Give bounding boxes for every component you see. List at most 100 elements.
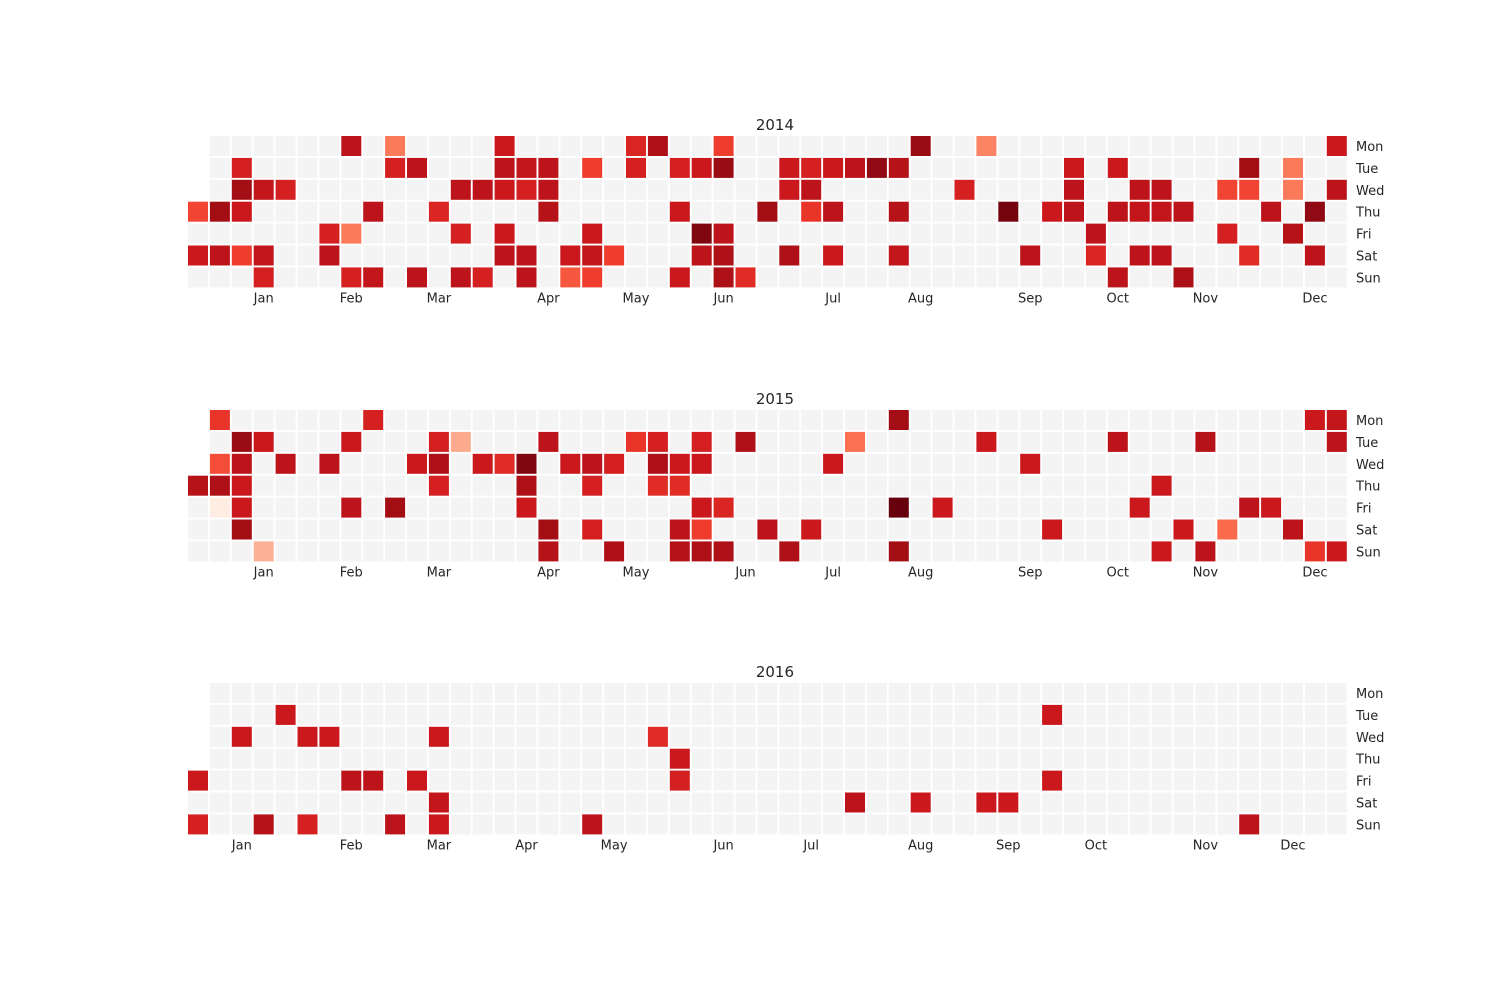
- empty-cell: [253, 726, 274, 747]
- empty-cell: [428, 704, 449, 725]
- heatmap-cell: [188, 770, 208, 791]
- heatmap-cell: [538, 431, 559, 452]
- heatmap-cell: [231, 726, 252, 747]
- empty-cell: [976, 475, 997, 496]
- year-title: 2014: [756, 116, 794, 134]
- empty-cell: [1085, 267, 1106, 288]
- empty-cell: [472, 726, 493, 747]
- empty-cell: [1107, 223, 1128, 244]
- empty-cell: [1304, 814, 1325, 835]
- empty-cell: [209, 748, 230, 769]
- heatmap-cell: [275, 704, 296, 725]
- heatmap-cell: [1129, 201, 1150, 222]
- heatmap-cell: [910, 136, 931, 156]
- empty-cell: [976, 497, 997, 518]
- empty-cell: [1107, 814, 1128, 835]
- heatmap-cell: [209, 201, 230, 222]
- empty-cell: [823, 179, 844, 200]
- empty-cell: [954, 497, 975, 518]
- heatmap-cell: [385, 157, 406, 178]
- heatmap-cell: [779, 179, 800, 200]
- empty-cell: [428, 770, 449, 791]
- weekday-label-sat: Sat: [1356, 524, 1377, 539]
- empty-cell: [1261, 814, 1282, 835]
- month-label-oct: Oct: [1107, 291, 1129, 306]
- empty-cell: [428, 410, 449, 430]
- empty-cell: [1151, 157, 1172, 178]
- empty-cell: [1020, 497, 1041, 518]
- empty-cell: [757, 541, 778, 562]
- empty-cell: [823, 683, 844, 703]
- empty-cell: [691, 748, 712, 769]
- empty-cell: [691, 792, 712, 813]
- heatmap-cell: [319, 453, 340, 474]
- empty-cell: [297, 748, 318, 769]
- empty-cell: [866, 814, 887, 835]
- empty-cell: [1173, 431, 1194, 452]
- heatmap-cell: [1173, 267, 1194, 288]
- empty-cell: [866, 704, 887, 725]
- empty-cell: [757, 475, 778, 496]
- empty-cell: [428, 541, 449, 562]
- empty-cell: [1129, 475, 1150, 496]
- empty-cell: [998, 267, 1019, 288]
- empty-cell: [209, 157, 230, 178]
- empty-cell: [297, 541, 318, 562]
- empty-cell: [1085, 683, 1106, 703]
- heatmap-cell: [319, 223, 340, 244]
- empty-cell: [209, 431, 230, 452]
- empty-cell: [1173, 770, 1194, 791]
- heatmap-cell: [888, 201, 909, 222]
- empty-cell: [1042, 453, 1063, 474]
- empty-cell: [363, 814, 384, 835]
- empty-cell: [1283, 201, 1303, 222]
- empty-cell: [1064, 519, 1084, 540]
- heatmap-cell: [1151, 541, 1172, 562]
- empty-cell: [647, 704, 668, 725]
- empty-cell: [1107, 410, 1128, 430]
- empty-cell: [954, 157, 975, 178]
- empty-cell: [1151, 223, 1172, 244]
- heatmap-cell: [713, 157, 734, 178]
- heatmap-cell: [647, 431, 668, 452]
- empty-cell: [845, 475, 865, 496]
- empty-cell: [363, 223, 384, 244]
- empty-cell: [1064, 410, 1084, 430]
- empty-cell: [209, 179, 230, 200]
- empty-cell: [669, 704, 690, 725]
- empty-cell: [735, 519, 756, 540]
- empty-cell: [779, 519, 800, 540]
- empty-cell: [1283, 267, 1303, 288]
- empty-cell: [757, 814, 778, 835]
- empty-cell: [188, 267, 208, 288]
- empty-cell: [275, 431, 296, 452]
- empty-cell: [231, 223, 252, 244]
- empty-cell: [1304, 475, 1325, 496]
- empty-cell: [1085, 157, 1106, 178]
- empty-cell: [1261, 453, 1282, 474]
- empty-cell: [407, 223, 427, 244]
- heatmap-cell: [1042, 519, 1063, 540]
- empty-cell: [1326, 792, 1347, 813]
- empty-cell: [647, 683, 668, 703]
- empty-cell: [1064, 136, 1084, 156]
- heatmap-cell: [253, 179, 274, 200]
- empty-cell: [1239, 683, 1260, 703]
- empty-cell: [1020, 726, 1041, 747]
- empty-cell: [1283, 475, 1303, 496]
- empty-cell: [779, 683, 800, 703]
- heatmap-cell: [363, 410, 384, 430]
- weekday-label-mon: Mon: [1356, 140, 1383, 155]
- heatmap-cell: [385, 497, 406, 518]
- empty-cell: [297, 245, 318, 266]
- empty-cell: [363, 179, 384, 200]
- month-label-aug: Aug: [908, 838, 933, 853]
- heatmap-cell: [1304, 245, 1325, 266]
- heatmap-cell: [407, 453, 427, 474]
- empty-cell: [779, 453, 800, 474]
- empty-cell: [494, 748, 515, 769]
- empty-cell: [407, 201, 427, 222]
- empty-cell: [998, 223, 1019, 244]
- weekday-label-thu: Thu: [1355, 753, 1380, 768]
- heatmap-cell: [209, 245, 230, 266]
